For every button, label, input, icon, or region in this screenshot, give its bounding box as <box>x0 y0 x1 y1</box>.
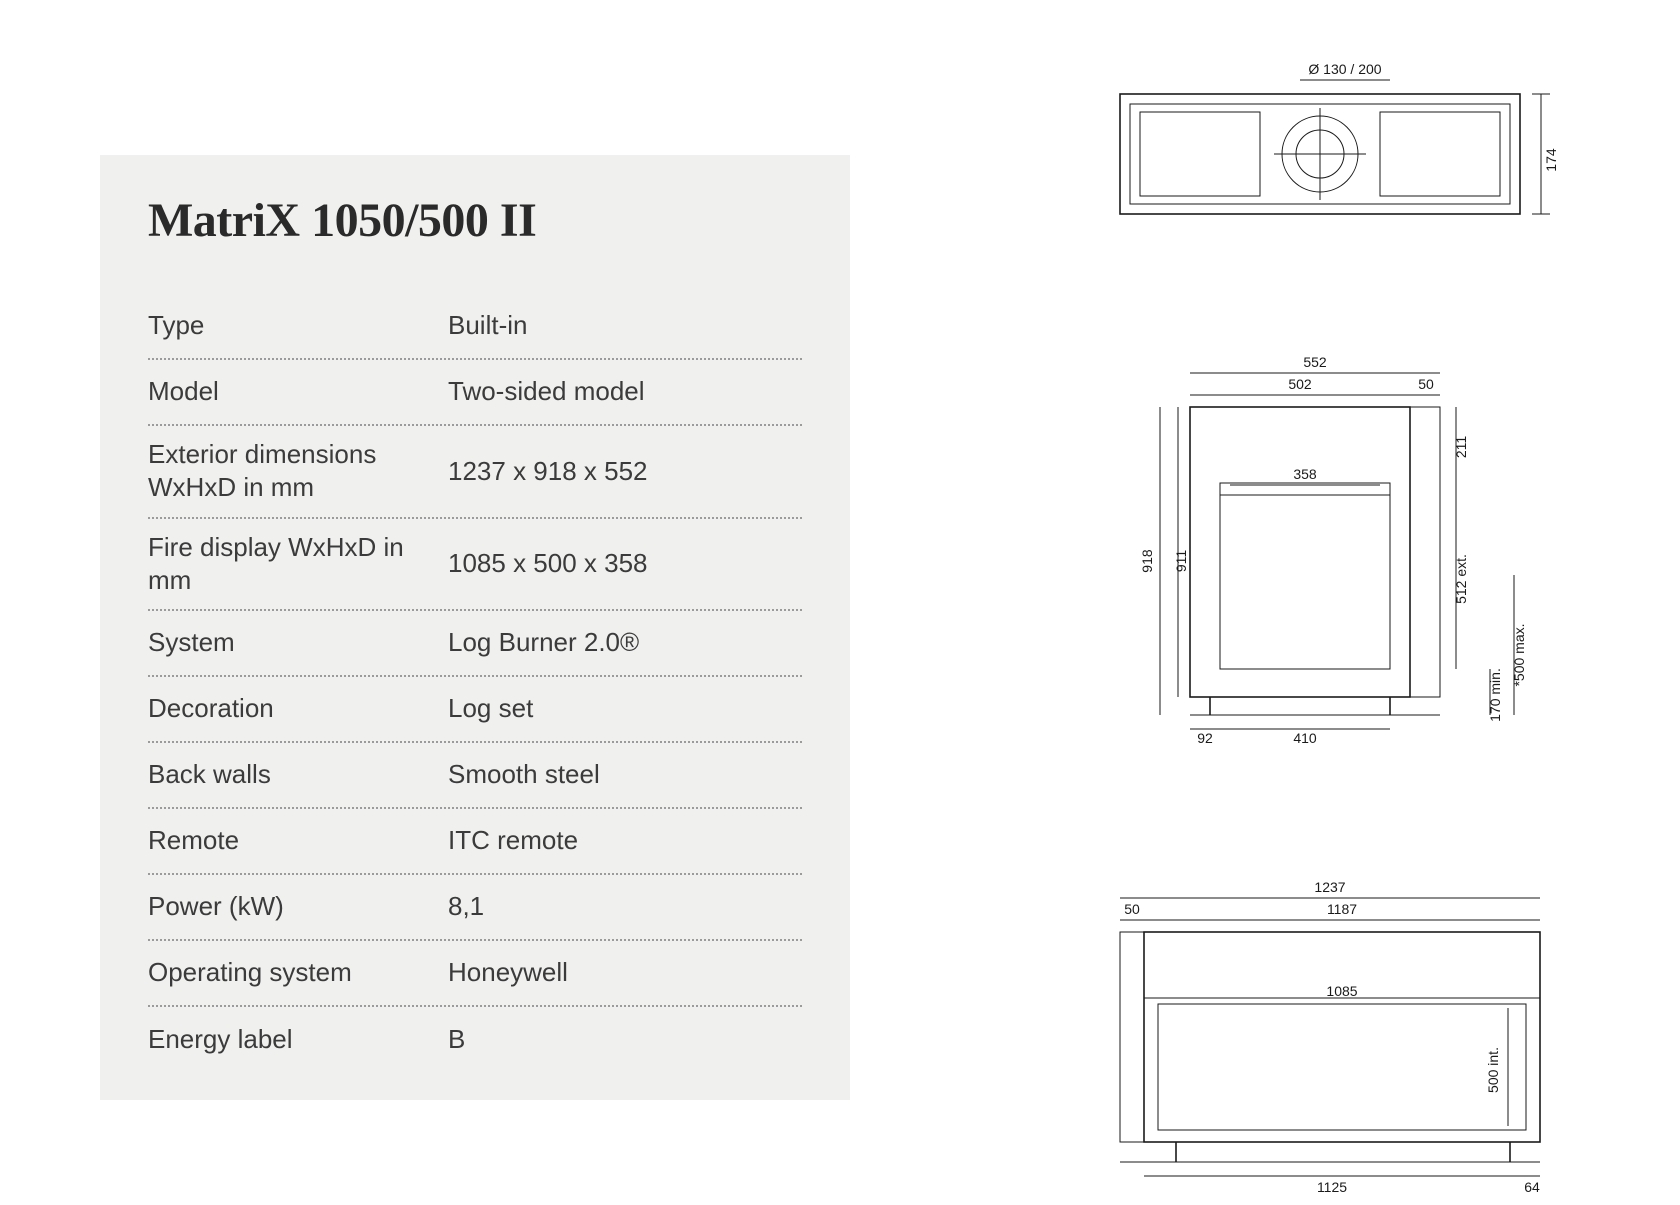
product-title: MatriX 1050/500 II <box>148 193 802 248</box>
dim-flue-diameter: Ø 130 / 200 <box>1308 61 1381 77</box>
spec-panel: MatriX 1050/500 II TypeBuilt-inModelTwo-… <box>100 155 850 1100</box>
dim-911: 911 <box>1173 550 1189 573</box>
dim-410: 410 <box>1293 730 1317 746</box>
spec-table: TypeBuilt-inModelTwo-sided modelExterior… <box>148 294 802 1073</box>
spec-row: ModelTwo-sided model <box>148 360 802 426</box>
dim-918: 918 <box>1139 549 1155 573</box>
drawing-front-view: 1237 1187 50 1085 500 int. <box>1090 880 1570 1205</box>
spec-label: Remote <box>148 824 448 857</box>
dim-50f: 50 <box>1124 901 1140 917</box>
dim-1237: 1237 <box>1314 880 1345 895</box>
spec-label: Fire display WxHxD in mm <box>148 531 448 598</box>
spec-row: Power (kW)8,1 <box>148 875 802 941</box>
spec-label: Energy label <box>148 1023 448 1056</box>
spec-value: Honeywell <box>448 956 568 989</box>
spec-row: Exterior dimensions WxHxD in mm1237 x 91… <box>148 426 802 519</box>
spec-row: Fire display WxHxD in mm1085 x 500 x 358 <box>148 519 802 612</box>
spec-row: SystemLog Burner 2.0® <box>148 611 802 677</box>
dim-552: 552 <box>1303 355 1327 370</box>
spec-row: TypeBuilt-in <box>148 294 802 360</box>
spec-value: 1237 x 918 x 552 <box>448 455 648 488</box>
spec-row: RemoteITC remote <box>148 809 802 875</box>
spec-label: Exterior dimensions WxHxD in mm <box>148 438 448 505</box>
spec-label: System <box>148 626 448 659</box>
dim-1125: 1125 <box>1317 1179 1347 1195</box>
spec-row: DecorationLog set <box>148 677 802 743</box>
drawing-side-view: 552 502 50 358 <box>1090 355 1570 760</box>
spec-value: Log Burner 2.0® <box>448 626 639 659</box>
dim-358: 358 <box>1293 466 1317 482</box>
spec-value: Built-in <box>448 309 527 342</box>
dim-211: 211 <box>1453 436 1469 459</box>
dim-1085: 1085 <box>1326 983 1357 999</box>
dim-170min: 170 min. <box>1487 668 1503 722</box>
page-root: MatriX 1050/500 II TypeBuilt-inModelTwo-… <box>0 0 1680 1191</box>
dim-92: 92 <box>1197 730 1213 746</box>
dim-50: 50 <box>1418 376 1434 392</box>
dim-512: 512 ext. <box>1453 554 1469 604</box>
spec-value: 8,1 <box>448 890 484 923</box>
technical-drawings: Ø 130 / 200 174 <box>1090 60 1570 1205</box>
dim-64: 64 <box>1524 1179 1540 1195</box>
dim-502: 502 <box>1288 376 1312 392</box>
spec-label: Decoration <box>148 692 448 725</box>
dim-1187: 1187 <box>1327 901 1357 917</box>
spec-row: Back wallsSmooth steel <box>148 743 802 809</box>
dim-depth-174: 174 <box>1543 148 1559 172</box>
spec-value: ITC remote <box>448 824 578 857</box>
spec-row: Energy labelB <box>148 1007 802 1073</box>
spec-label: Type <box>148 309 448 342</box>
dim-500int: 500 int. <box>1485 1047 1501 1093</box>
spec-value: Log set <box>448 692 533 725</box>
spec-label: Back walls <box>148 758 448 791</box>
spec-value: Smooth steel <box>448 758 600 791</box>
spec-label: Power (kW) <box>148 890 448 923</box>
drawing-top-view: Ø 130 / 200 174 <box>1090 60 1570 235</box>
spec-value: Two-sided model <box>448 375 645 408</box>
spec-label: Model <box>148 375 448 408</box>
spec-value: B <box>448 1023 465 1056</box>
spec-row: Operating systemHoneywell <box>148 941 802 1007</box>
spec-value: 1085 x 500 x 358 <box>448 547 648 580</box>
dim-500max: *500 max. <box>1511 623 1527 686</box>
spec-label: Operating system <box>148 956 448 989</box>
